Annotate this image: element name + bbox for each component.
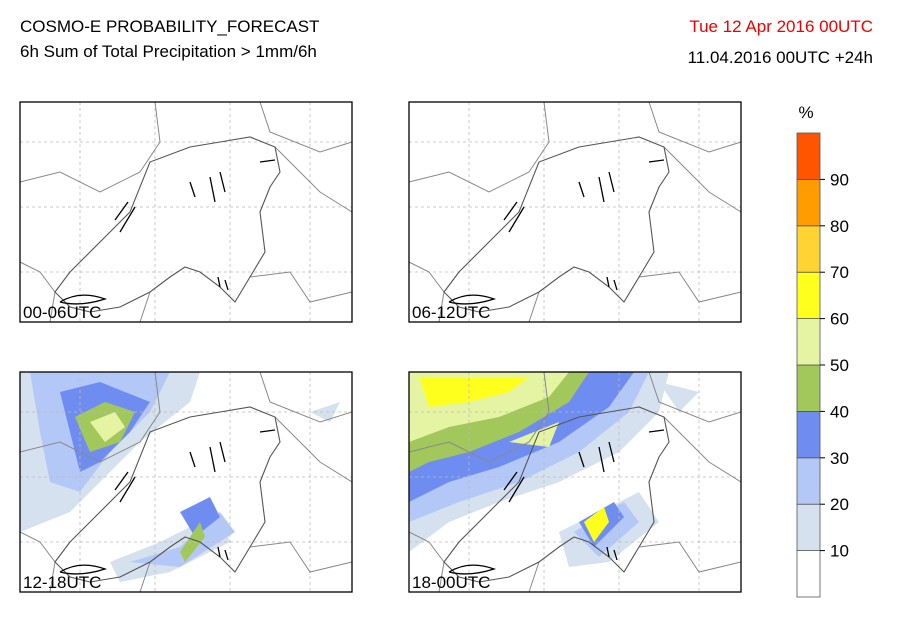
map-panel: 06-12UTC — [408, 101, 742, 323]
tick-label: 20 — [830, 495, 849, 514]
tick-label: 50 — [830, 356, 849, 375]
tick-label: 60 — [830, 310, 849, 329]
title: COSMO-E PROBABILITY_FORECAST — [20, 17, 319, 36]
precip-area — [90, 412, 125, 442]
map-panel: 00-06UTC — [19, 101, 353, 323]
panel-label: 00-06UTC — [23, 303, 101, 322]
tick-label: 30 — [830, 449, 849, 468]
color-box — [796, 178, 821, 227]
tick-label: 90 — [830, 170, 849, 189]
tick-label: 70 — [830, 263, 849, 282]
panel-label: 06-12UTC — [412, 303, 490, 322]
precip-area — [60, 382, 220, 537]
map-panel: 12-18UTC — [19, 371, 353, 593]
panel-label: 12-18UTC — [23, 573, 101, 592]
subtitle: 6h Sum of Total Precipitation > 1mm/6h — [20, 42, 317, 61]
tick-label: 10 — [830, 542, 849, 561]
color-box — [796, 503, 821, 552]
colorbar-unit: % — [798, 103, 813, 122]
color-box — [796, 364, 821, 412]
precip-area — [75, 402, 205, 562]
color-box — [796, 318, 821, 366]
precip-area — [419, 377, 609, 542]
color-box — [796, 550, 821, 598]
colorbar: 10 20 30 40 50 60 70 80 90 — [796, 132, 849, 598]
color-box — [796, 132, 821, 180]
color-box — [796, 410, 821, 459]
tick-label: 40 — [830, 402, 849, 421]
panel-label: 18-00UTC — [412, 573, 490, 592]
run-time: 11.04.2016 00UTC +24h — [688, 48, 873, 67]
color-box — [796, 457, 821, 505]
color-box — [796, 271, 821, 320]
map-panel: 18-00UTC — [408, 371, 742, 593]
valid-time: Tue 12 Apr 2016 00UTC — [689, 17, 873, 36]
color-box — [796, 225, 821, 273]
tick-label: 80 — [830, 217, 849, 236]
